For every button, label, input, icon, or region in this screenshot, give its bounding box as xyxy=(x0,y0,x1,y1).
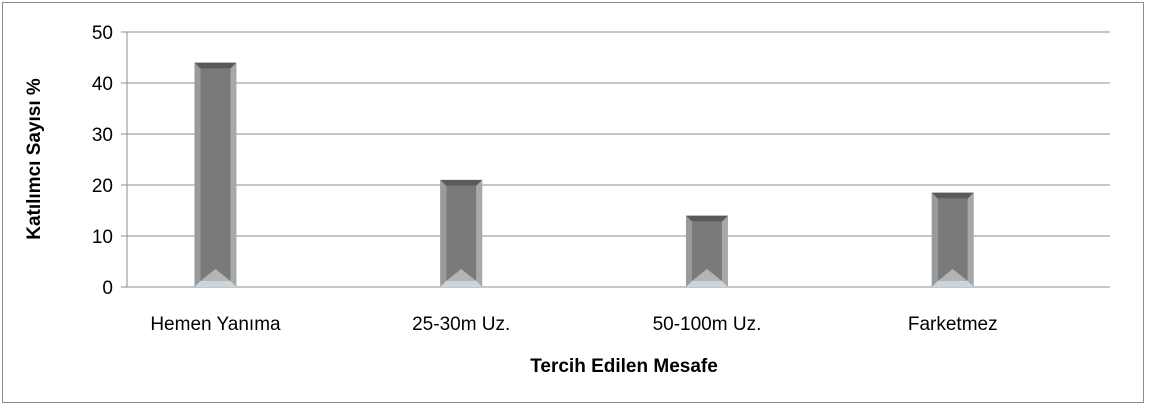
x-category-label: Farketmez xyxy=(908,314,998,335)
bar xyxy=(931,192,974,287)
x-category-label: Hemen Yanıma xyxy=(150,314,281,335)
x-category-labels: Hemen Yanıma 25-30m Uz. 50-100m Uz. Farketm… xyxy=(150,314,997,335)
x-category-label: 25-30m Uz. xyxy=(412,314,510,335)
y-tick-label: 10 xyxy=(92,227,113,248)
y-tick-label: 30 xyxy=(92,125,113,146)
y-tick-label: 0 xyxy=(102,278,113,299)
x-category-label: 50-100m Uz. xyxy=(653,314,762,335)
y-tick-label: 50 xyxy=(92,23,113,44)
bar xyxy=(440,179,483,287)
y-tick-labels: 0 10 20 30 40 50 xyxy=(92,23,113,299)
bar xyxy=(194,62,237,287)
y-tick-label: 40 xyxy=(92,74,113,95)
y-axis-title: Katılımcı Sayısı % xyxy=(24,78,45,240)
x-axis-title: Tercih Edilen Mesafe xyxy=(530,356,718,377)
bars xyxy=(194,62,974,287)
y-tick-label: 20 xyxy=(92,176,113,197)
bar xyxy=(685,215,728,287)
